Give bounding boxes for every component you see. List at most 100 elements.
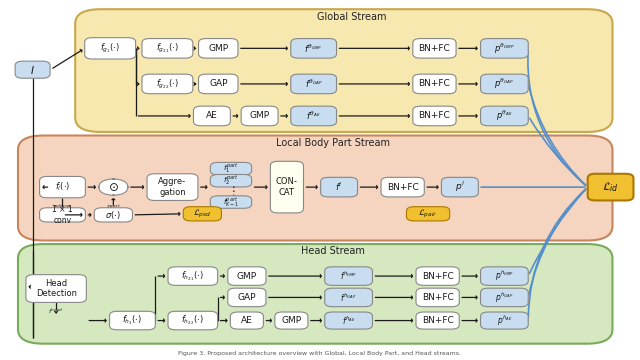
Text: Aggre-
gation: Aggre- gation [159, 177, 186, 197]
Text: $p^{h_{GMP}}$: $p^{h_{GMP}}$ [495, 269, 514, 283]
Text: $\vdots$: $\vdots$ [227, 185, 236, 198]
FancyBboxPatch shape [76, 9, 612, 132]
Text: BN+FC: BN+FC [419, 44, 451, 53]
FancyBboxPatch shape [481, 106, 528, 126]
FancyBboxPatch shape [142, 39, 193, 58]
FancyBboxPatch shape [481, 267, 528, 285]
Text: $f_l(\cdot)$: $f_l(\cdot)$ [55, 181, 70, 193]
Text: $f_2^{part}$: $f_2^{part}$ [223, 174, 239, 187]
Text: $\mathcal{L}_{id}$: $\mathcal{L}_{id}$ [602, 180, 619, 194]
FancyBboxPatch shape [198, 39, 238, 58]
FancyBboxPatch shape [15, 61, 50, 78]
Text: $p^{\theta_{GMP}}$: $p^{\theta_{GMP}}$ [494, 41, 515, 55]
FancyBboxPatch shape [481, 288, 528, 307]
FancyBboxPatch shape [481, 39, 528, 58]
FancyBboxPatch shape [381, 177, 424, 197]
Text: BN+FC: BN+FC [387, 183, 419, 192]
Text: Head Stream: Head Stream [301, 246, 365, 256]
FancyBboxPatch shape [324, 288, 372, 307]
FancyBboxPatch shape [588, 174, 634, 201]
Text: BN+FC: BN+FC [419, 112, 451, 121]
Text: $f_{g_1}(\cdot)$: $f_{g_1}(\cdot)$ [100, 42, 120, 55]
FancyBboxPatch shape [413, 74, 456, 94]
Text: $\mathcal{L}_{pair}$: $\mathcal{L}_{pair}$ [419, 208, 438, 220]
Text: BN+FC: BN+FC [422, 316, 454, 325]
Text: $p^{\theta_{GAP}}$: $p^{\theta_{GAP}}$ [495, 77, 515, 91]
FancyBboxPatch shape [211, 196, 252, 208]
FancyBboxPatch shape [416, 288, 460, 307]
Text: $f^l$: $f^l$ [335, 181, 343, 193]
FancyBboxPatch shape [183, 207, 221, 221]
FancyBboxPatch shape [18, 135, 612, 240]
FancyBboxPatch shape [147, 174, 198, 201]
Text: GAP: GAP [237, 293, 256, 302]
Text: $f^{\theta_{AE}}$: $f^{\theta_{AE}}$ [307, 110, 321, 122]
FancyBboxPatch shape [142, 74, 193, 94]
FancyBboxPatch shape [271, 161, 303, 213]
FancyBboxPatch shape [198, 74, 238, 94]
FancyBboxPatch shape [275, 312, 308, 329]
Text: $f^{h_{AE}}$: $f^{h_{AE}}$ [342, 314, 355, 327]
Text: GAP: GAP [209, 80, 227, 89]
FancyBboxPatch shape [99, 179, 128, 195]
Text: $f^{h_{GAP}}$: $f^{h_{GAP}}$ [340, 291, 357, 303]
Text: $f^{\theta_{GAP}}$: $f^{\theta_{GAP}}$ [305, 78, 323, 90]
FancyBboxPatch shape [406, 207, 450, 221]
FancyBboxPatch shape [228, 288, 266, 307]
Text: $f_{K-1}^{part}$: $f_{K-1}^{part}$ [223, 195, 239, 209]
FancyBboxPatch shape [413, 106, 456, 126]
Text: $f_{h_{22}}(\cdot)$: $f_{h_{22}}(\cdot)$ [181, 314, 204, 327]
Text: $\odot$: $\odot$ [108, 181, 119, 194]
Text: $f_1^{part}$: $f_1^{part}$ [223, 162, 239, 175]
FancyBboxPatch shape [18, 244, 612, 344]
Text: BN+FC: BN+FC [422, 271, 454, 280]
FancyBboxPatch shape [94, 208, 132, 222]
Text: Global Stream: Global Stream [317, 12, 387, 22]
Text: Figure 3. Proposed architecture overview with Global, Local Body Part, and Head : Figure 3. Proposed architecture overview… [179, 351, 461, 356]
Text: $\mathcal{L}_{psd}$: $\mathcal{L}_{psd}$ [193, 208, 212, 220]
Text: $f_{h_1}(\cdot)$: $f_{h_1}(\cdot)$ [122, 314, 143, 327]
FancyBboxPatch shape [168, 311, 218, 330]
FancyBboxPatch shape [442, 177, 478, 197]
Text: GMP: GMP [237, 271, 257, 280]
FancyBboxPatch shape [109, 311, 156, 330]
Text: CON-
CAT: CON- CAT [276, 177, 298, 197]
Text: GMP: GMP [282, 316, 301, 325]
Text: $I$: $I$ [30, 64, 35, 76]
FancyBboxPatch shape [40, 176, 85, 198]
FancyBboxPatch shape [321, 177, 358, 197]
FancyBboxPatch shape [481, 74, 528, 94]
FancyBboxPatch shape [416, 312, 460, 329]
FancyBboxPatch shape [324, 312, 372, 329]
Text: $P^{part}$: $P^{part}$ [106, 203, 121, 212]
Text: AE: AE [241, 316, 253, 325]
FancyBboxPatch shape [241, 106, 278, 126]
Text: GMP: GMP [250, 112, 269, 121]
FancyBboxPatch shape [228, 267, 266, 285]
Text: $p^l$: $p^l$ [455, 180, 465, 194]
Text: Head
Detection: Head Detection [36, 279, 77, 298]
FancyBboxPatch shape [291, 74, 337, 94]
Text: $p^{h_{AE}}$: $p^{h_{AE}}$ [497, 313, 512, 328]
Text: $\sigma(\cdot)$: $\sigma(\cdot)$ [106, 209, 121, 221]
FancyBboxPatch shape [193, 106, 230, 126]
FancyBboxPatch shape [26, 275, 86, 302]
Text: $f^{\theta_{GMP}}$: $f^{\theta_{GMP}}$ [305, 42, 323, 55]
Text: AE: AE [206, 112, 218, 121]
Text: $p^{\theta_{AE}}$: $p^{\theta_{AE}}$ [496, 109, 513, 123]
FancyBboxPatch shape [84, 38, 136, 59]
FancyBboxPatch shape [211, 175, 252, 187]
Text: $f^{head}$: $f^{head}$ [49, 307, 64, 316]
Text: $f_{h_{21}}(\cdot)$: $f_{h_{21}}(\cdot)$ [181, 269, 204, 283]
FancyBboxPatch shape [230, 312, 264, 329]
Text: GMP: GMP [208, 44, 228, 53]
Text: BN+FC: BN+FC [419, 80, 451, 89]
Text: BN+FC: BN+FC [422, 293, 454, 302]
FancyBboxPatch shape [291, 106, 337, 126]
Text: 1 × 1
conv: 1 × 1 conv [52, 205, 73, 225]
FancyBboxPatch shape [481, 312, 528, 329]
Text: $F^{dense}$: $F^{dense}$ [53, 203, 72, 212]
FancyBboxPatch shape [324, 267, 372, 285]
FancyBboxPatch shape [168, 267, 218, 285]
FancyBboxPatch shape [211, 162, 252, 175]
